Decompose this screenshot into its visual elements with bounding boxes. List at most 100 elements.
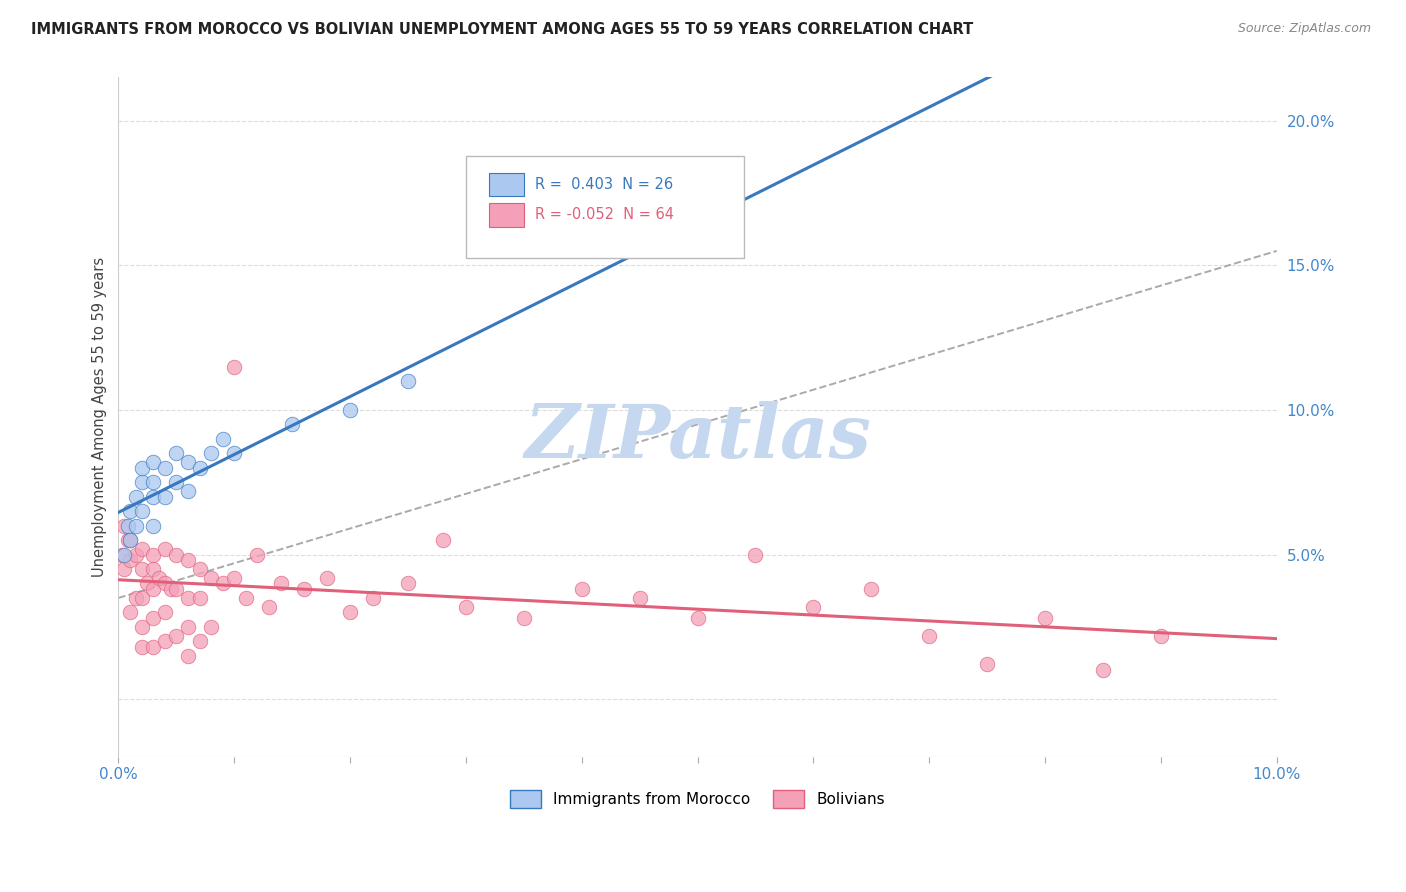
- Point: [142, 490, 165, 504]
- Point: [142, 582, 165, 597]
- Point: [136, 576, 159, 591]
- Point: [125, 490, 148, 504]
- Point: [153, 606, 176, 620]
- Point: [142, 518, 165, 533]
- Point: [131, 562, 153, 576]
- Point: [165, 446, 187, 460]
- Point: [454, 599, 477, 614]
- Point: [131, 504, 153, 518]
- Point: [361, 591, 384, 605]
- Point: [177, 483, 200, 498]
- Point: [118, 504, 141, 518]
- Point: [339, 606, 361, 620]
- Point: [188, 634, 211, 648]
- Point: [118, 533, 141, 547]
- Point: [188, 460, 211, 475]
- Point: [281, 417, 304, 432]
- Point: [131, 620, 153, 634]
- Point: [177, 620, 200, 634]
- Point: [224, 446, 246, 460]
- Point: [125, 591, 148, 605]
- Point: [131, 475, 153, 490]
- Point: [177, 455, 200, 469]
- Y-axis label: Unemployment Among Ages 55 to 59 years: Unemployment Among Ages 55 to 59 years: [93, 257, 107, 577]
- Point: [1033, 611, 1056, 625]
- Point: [142, 611, 165, 625]
- FancyBboxPatch shape: [465, 155, 744, 258]
- Point: [200, 620, 222, 634]
- Point: [125, 518, 148, 533]
- Point: [200, 571, 222, 585]
- Point: [131, 541, 153, 556]
- Point: [125, 548, 148, 562]
- Point: [142, 548, 165, 562]
- Point: [571, 582, 593, 597]
- Point: [744, 548, 766, 562]
- Point: [153, 576, 176, 591]
- Point: [224, 359, 246, 374]
- Point: [112, 562, 135, 576]
- Point: [177, 591, 200, 605]
- Point: [165, 475, 187, 490]
- Point: [153, 541, 176, 556]
- Point: [153, 490, 176, 504]
- Point: [396, 576, 419, 591]
- Point: [292, 582, 315, 597]
- Text: R =  0.403  N = 26: R = 0.403 N = 26: [536, 177, 673, 192]
- Point: [165, 582, 187, 597]
- Point: [432, 533, 454, 547]
- Point: [131, 460, 153, 475]
- Point: [153, 460, 176, 475]
- Point: [860, 582, 883, 597]
- Point: [142, 475, 165, 490]
- Point: [628, 591, 651, 605]
- Point: [246, 548, 269, 562]
- Point: [112, 518, 135, 533]
- Text: IMMIGRANTS FROM MOROCCO VS BOLIVIAN UNEMPLOYMENT AMONG AGES 55 TO 59 YEARS CORRE: IMMIGRANTS FROM MOROCCO VS BOLIVIAN UNEM…: [31, 22, 973, 37]
- Point: [339, 403, 361, 417]
- Point: [165, 628, 187, 642]
- Point: [224, 571, 246, 585]
- Point: [918, 628, 941, 642]
- Point: [1150, 628, 1173, 642]
- Point: [112, 548, 135, 562]
- Point: [142, 455, 165, 469]
- Point: [1091, 663, 1114, 677]
- Point: [159, 582, 181, 597]
- Point: [165, 548, 187, 562]
- Point: [513, 611, 536, 625]
- Point: [270, 576, 292, 591]
- Point: [142, 562, 165, 576]
- Point: [200, 446, 222, 460]
- Point: [976, 657, 998, 672]
- Point: [177, 648, 200, 663]
- Point: [188, 591, 211, 605]
- Text: Source: ZipAtlas.com: Source: ZipAtlas.com: [1237, 22, 1371, 36]
- Point: [131, 591, 153, 605]
- Point: [188, 562, 211, 576]
- Point: [118, 533, 141, 547]
- Point: [117, 518, 139, 533]
- Point: [686, 611, 709, 625]
- Point: [211, 576, 233, 591]
- Point: [257, 599, 280, 614]
- Point: [142, 640, 165, 654]
- Point: [153, 634, 176, 648]
- Point: [131, 640, 153, 654]
- Text: ZIPatlas: ZIPatlas: [524, 401, 870, 474]
- Point: [235, 591, 257, 605]
- Point: [148, 571, 170, 585]
- Point: [803, 599, 825, 614]
- Point: [118, 606, 141, 620]
- Bar: [489, 172, 524, 196]
- Point: [211, 432, 233, 446]
- Point: [111, 548, 134, 562]
- Point: [396, 374, 419, 388]
- Text: R = -0.052  N = 64: R = -0.052 N = 64: [536, 207, 675, 222]
- Point: [316, 571, 339, 585]
- Point: [177, 553, 200, 567]
- Bar: [489, 203, 524, 227]
- Legend: Immigrants from Morocco, Bolivians: Immigrants from Morocco, Bolivians: [505, 784, 891, 814]
- Point: [118, 553, 141, 567]
- Point: [117, 533, 139, 547]
